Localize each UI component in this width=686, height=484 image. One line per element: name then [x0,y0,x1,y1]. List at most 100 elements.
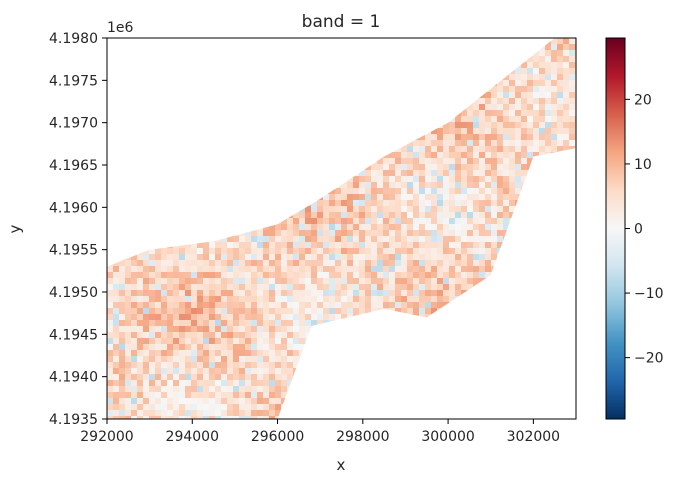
raster-cell [167,122,173,128]
raster-cell [461,206,467,212]
raster-cell [503,56,509,62]
raster-cell [413,140,419,146]
raster-cell [509,158,515,164]
raster-cell [347,254,353,260]
raster-cell [179,302,185,308]
raster-cell [443,74,449,80]
raster-cell [131,110,137,116]
raster-cell [365,68,371,74]
raster-cell [125,188,131,194]
raster-cell [191,110,197,116]
raster-cell [401,290,407,296]
raster-cell [173,242,179,248]
raster-cell [143,320,149,326]
raster-cell [137,230,143,236]
raster-cell [497,332,503,338]
raster-cell [569,308,575,314]
raster-cell [239,314,245,320]
raster-cell [545,176,551,182]
raster-cell [377,230,383,236]
raster-cell [389,164,395,170]
raster-cell [173,410,179,416]
raster-cell [269,236,275,242]
raster-cell [443,290,449,296]
raster-cell [179,182,185,188]
raster-cell [479,194,485,200]
raster-cell [107,206,113,212]
raster-cell [161,338,167,344]
raster-cell [251,398,257,404]
raster-cell [371,320,377,326]
raster-cell [191,44,197,50]
raster-cell [521,80,527,86]
raster-cell [503,200,509,206]
raster-cell [113,326,119,332]
raster-cell [311,74,317,80]
raster-cell [407,290,413,296]
raster-cell [275,368,281,374]
raster-cell [395,152,401,158]
raster-cell [341,128,347,134]
raster-cell [221,194,227,200]
raster-cell [155,254,161,260]
raster-cell [131,344,137,350]
raster-cell [329,242,335,248]
raster-cell [413,224,419,230]
raster-cell [377,266,383,272]
raster-cell [161,98,167,104]
raster-cell [461,392,467,398]
raster-cell [395,248,401,254]
raster-cell [485,242,491,248]
raster-cell [461,320,467,326]
raster-cell [329,410,335,416]
raster-cell [353,272,359,278]
raster-cell [437,374,443,380]
raster-cell [497,302,503,308]
raster-cell [305,110,311,116]
raster-cell [527,278,533,284]
raster-cell [365,224,371,230]
raster-cell [245,188,251,194]
raster-cell [119,308,125,314]
raster-cell [233,290,239,296]
raster-cell [269,230,275,236]
raster-cell [569,326,575,332]
raster-cell [353,110,359,116]
raster-cell [341,170,347,176]
raster-cell [473,152,479,158]
raster-cell [335,296,341,302]
raster-cell [155,128,161,134]
raster-cell [239,308,245,314]
raster-cell [539,110,545,116]
raster-cell [113,386,119,392]
raster-cell [401,350,407,356]
raster-cell [191,62,197,68]
raster-cell [491,374,497,380]
raster-cell [365,368,371,374]
raster-cell [233,380,239,386]
raster-cell [527,320,533,326]
raster-cell [527,116,533,122]
raster-cell [461,302,467,308]
raster-cell [275,182,281,188]
raster-cell [263,344,269,350]
raster-cell [491,194,497,200]
raster-cell [347,92,353,98]
raster-cell [335,218,341,224]
raster-cell [389,314,395,320]
raster-cell [503,164,509,170]
raster-cell [275,230,281,236]
raster-cell [497,56,503,62]
raster-cell [107,134,113,140]
raster-cell [155,380,161,386]
raster-cell [287,176,293,182]
raster-cell [137,302,143,308]
raster-cell [503,380,509,386]
raster-cell [179,236,185,242]
raster-cell [353,194,359,200]
raster-cell [533,50,539,56]
raster-cell [371,146,377,152]
raster-cell [125,290,131,296]
raster-cell [137,56,143,62]
raster-cell [173,158,179,164]
